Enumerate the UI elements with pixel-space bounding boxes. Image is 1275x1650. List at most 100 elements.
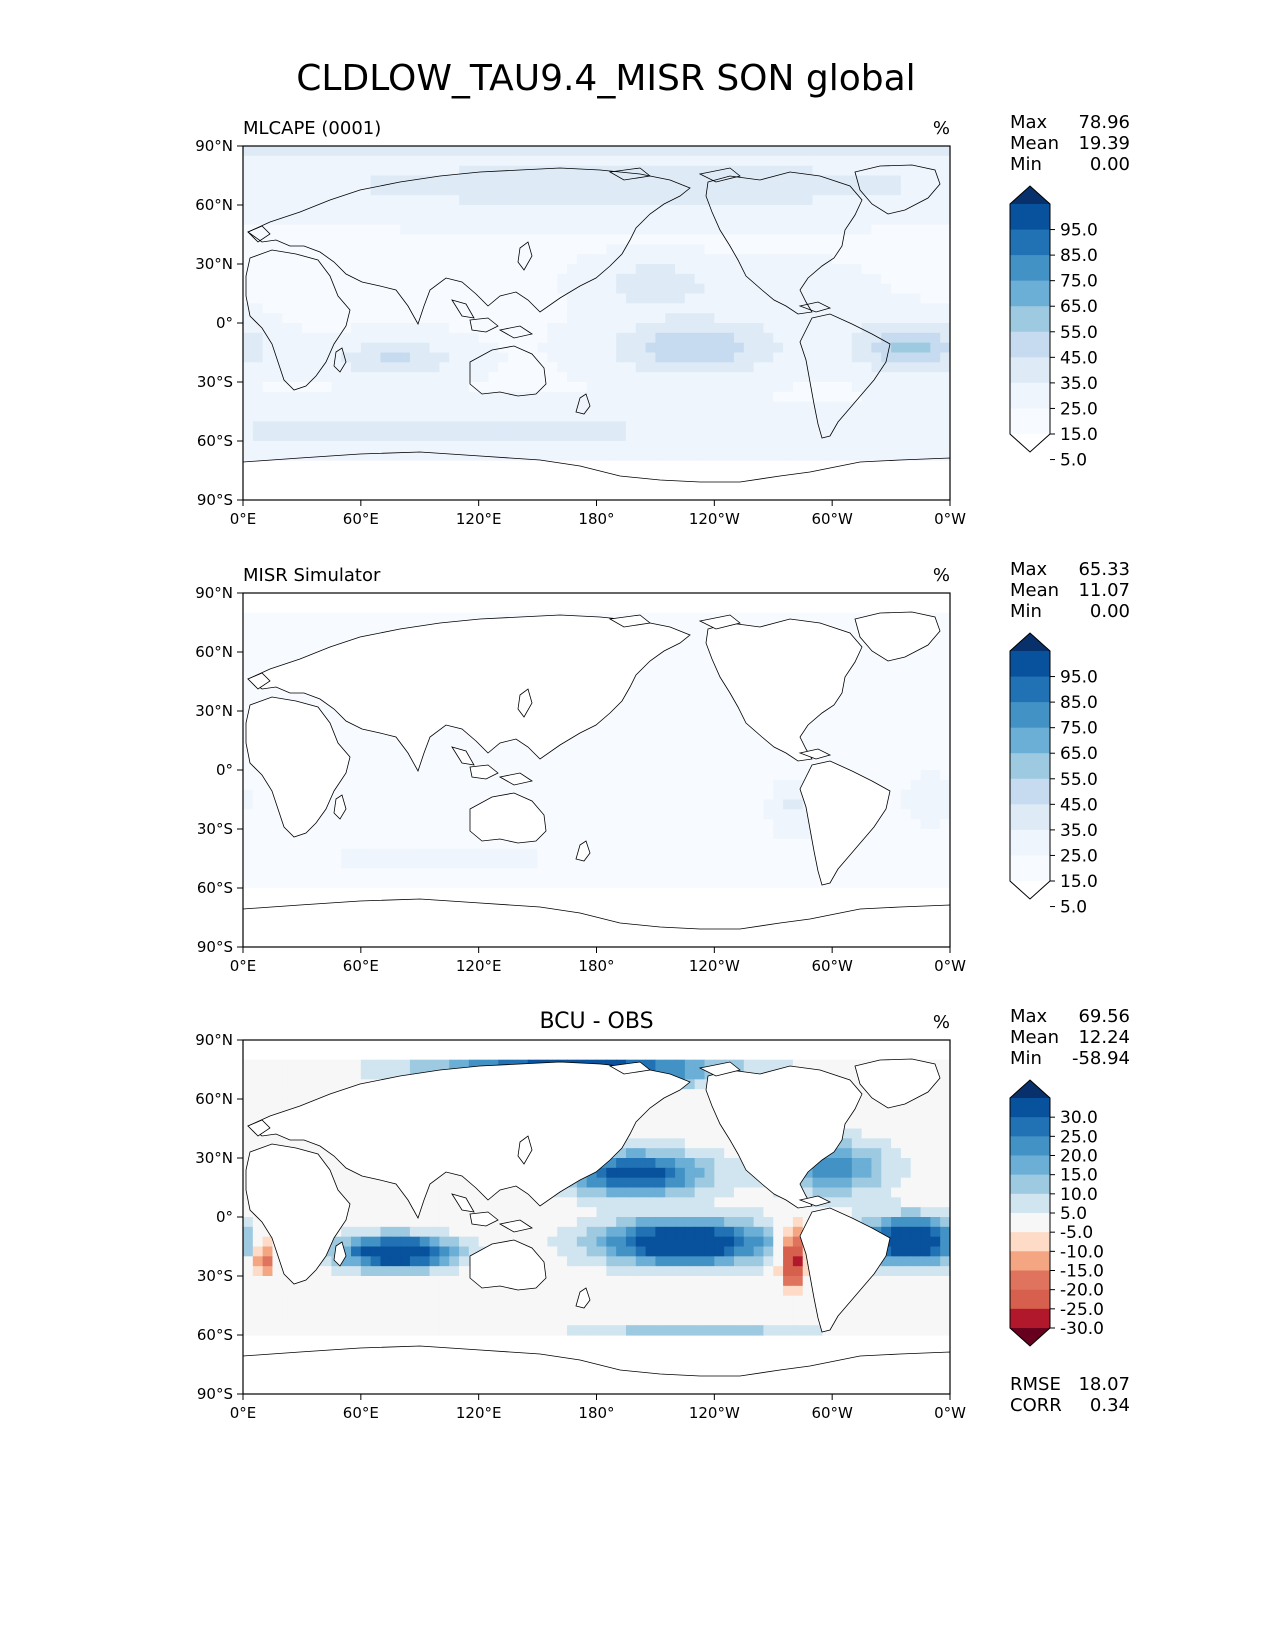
colorbar-tick-label: 35.0 <box>1060 374 1098 394</box>
lat-tick-label: 30°S <box>197 820 233 838</box>
colorbar-segment <box>1010 1174 1050 1195</box>
stat-value: 11.07 <box>1078 580 1130 601</box>
lat-tick-label: 30°N <box>195 1149 233 1167</box>
lat-tick-label: 90°N <box>195 1031 233 1049</box>
lat-tick-label: 60°S <box>197 432 233 450</box>
colorbar-tick-label: 45.0 <box>1060 795 1098 815</box>
lon-tick-label: 60°E <box>343 510 379 528</box>
lat-tick-label: 30°S <box>197 373 233 391</box>
units-label: % <box>933 1012 950 1033</box>
colorbar-segment <box>1010 676 1050 703</box>
lon-tick-label: 180° <box>578 1404 614 1422</box>
stat-value: 19.39 <box>1078 133 1130 154</box>
colorbar-segment <box>1010 829 1050 856</box>
colorbar-segment <box>1010 408 1050 435</box>
colorbar-extend-bottom <box>1010 1328 1050 1346</box>
colorbar-segment <box>1010 778 1050 805</box>
figure-title: CLDLOW_TAU9.4_MISR SON global <box>296 58 915 99</box>
colorbar-segment <box>1010 651 1050 678</box>
lon-tick-label: 120°W <box>689 1404 740 1422</box>
panel-title: MLCAPE (0001) <box>243 118 381 139</box>
lon-tick-label: 0°E <box>230 510 257 528</box>
map-panel-2: MISR Simulator % 90°N 60°N 30°N 0° 30°S 60°S 90°… <box>195 559 1130 975</box>
colorbar-tick-label: -15.0 <box>1060 1262 1104 1282</box>
lon-tick-label: 0°W <box>934 510 966 528</box>
stat-value: 0.00 <box>1090 601 1130 622</box>
colorbar-segment <box>1010 331 1050 358</box>
colorbar-segment <box>1010 702 1050 729</box>
lon-tick-label: 180° <box>578 957 614 975</box>
colorbar-tick-label: 20.0 <box>1060 1147 1098 1167</box>
units-label: % <box>933 565 950 586</box>
colorbar-tick-label: 15.0 <box>1060 872 1098 892</box>
field-raster <box>243 1040 950 1394</box>
colorbar-tick-label: -25.0 <box>1060 1300 1104 1320</box>
metric-label: RMSE <box>1010 1374 1061 1395</box>
lat-tick-label: 60°S <box>197 879 233 897</box>
lon-tick-label: 0°W <box>934 957 966 975</box>
colorbar-segment <box>1010 280 1050 307</box>
colorbar-segment <box>1010 382 1050 409</box>
stat-value: 69.56 <box>1078 1006 1130 1027</box>
lat-tick-label: 90°S <box>197 1385 233 1403</box>
colorbar-tick-label: 10.0 <box>1060 1185 1098 1205</box>
colorbar-tick-label: 65.0 <box>1060 297 1098 317</box>
map-panel-1: MLCAPE (0001) % 90°N 60°N 30°N 0° 30°S 60°S 90°S… <box>195 112 1130 528</box>
stat-label: Min <box>1010 1048 1042 1069</box>
colorbar-segment <box>1010 1136 1050 1156</box>
lon-tick-label: 60°E <box>343 957 379 975</box>
colorbar-segment <box>1010 1098 1050 1118</box>
colorbar-tick-label: 45.0 <box>1060 348 1098 368</box>
lat-tick-label: 0° <box>216 761 233 779</box>
colorbar-segment <box>1010 1251 1050 1271</box>
colorbar-tick-label: 85.0 <box>1060 246 1098 266</box>
stat-value: 0.00 <box>1090 154 1130 175</box>
colorbar-tick-label: 75.0 <box>1060 719 1098 739</box>
lat-tick-label: 30°S <box>197 1267 233 1285</box>
lon-tick-label: 0°E <box>230 957 257 975</box>
stat-label: Min <box>1010 154 1042 175</box>
lat-tick-label: 0° <box>216 314 233 332</box>
colorbar-segment <box>1010 1213 1050 1233</box>
colorbar-segment <box>1010 804 1050 831</box>
lon-tick-label: 60°E <box>343 1404 379 1422</box>
colorbar-segment <box>1010 229 1050 256</box>
colorbar-tick-label: 55.0 <box>1060 323 1098 343</box>
panel-title: MISR Simulator <box>243 565 381 586</box>
colorbar-tick-label: 25.0 <box>1060 1127 1098 1147</box>
stat-value: 65.33 <box>1078 559 1130 580</box>
colorbar-segment <box>1010 1289 1050 1310</box>
lat-tick-label: 90°S <box>197 491 233 509</box>
stat-label: Mean <box>1010 580 1059 601</box>
lat-tick-label: 90°N <box>195 584 233 602</box>
colorbar-tick-label: -5.0 <box>1060 1223 1093 1243</box>
map-panel-3: BCU - OBS % 90°N 60°N 30°N 0° 30°S 60°S 90°S0°E 6… <box>195 1006 1130 1422</box>
colorbar-tick-label: -30.0 <box>1060 1319 1104 1339</box>
colorbar-tick-label: 25.0 <box>1060 399 1098 419</box>
colorbar: 30.025.020.015.010.05.0-5.0-10.0-15.0-20… <box>1009 1079 1104 1347</box>
colorbar-tick-label: 35.0 <box>1060 821 1098 841</box>
colorbar-tick-label: 55.0 <box>1060 770 1098 790</box>
colorbar-tick-label: 15.0 <box>1060 1166 1098 1186</box>
stat-label: Mean <box>1010 1027 1059 1048</box>
colorbar-tick-label: 95.0 <box>1060 668 1098 688</box>
lon-tick-label: 60°W <box>811 510 853 528</box>
colorbar-extend-bottom <box>1010 434 1050 452</box>
stat-value: 78.96 <box>1078 112 1130 133</box>
colorbar-tick-label: 30.0 <box>1060 1108 1098 1128</box>
lon-tick-label: 120°W <box>689 957 740 975</box>
colorbar-segment <box>1010 727 1050 754</box>
stat-value: -58.94 <box>1072 1048 1130 1069</box>
colorbar-tick-label: 5.0 <box>1060 1204 1087 1224</box>
lon-tick-label: 180° <box>578 510 614 528</box>
colorbar-tick-label: 25.0 <box>1060 846 1098 866</box>
colorbar-tick-label: 15.0 <box>1060 425 1098 445</box>
colorbar-segment <box>1010 855 1050 882</box>
lon-tick-label: 120°E <box>456 510 502 528</box>
colorbar-extend-top <box>1010 186 1050 204</box>
metric-label: CORR <box>1010 1395 1062 1416</box>
lon-tick-label: 120°E <box>456 1404 502 1422</box>
lat-tick-label: 60°N <box>195 1090 233 1108</box>
panel-title: BCU - OBS <box>539 1009 653 1034</box>
